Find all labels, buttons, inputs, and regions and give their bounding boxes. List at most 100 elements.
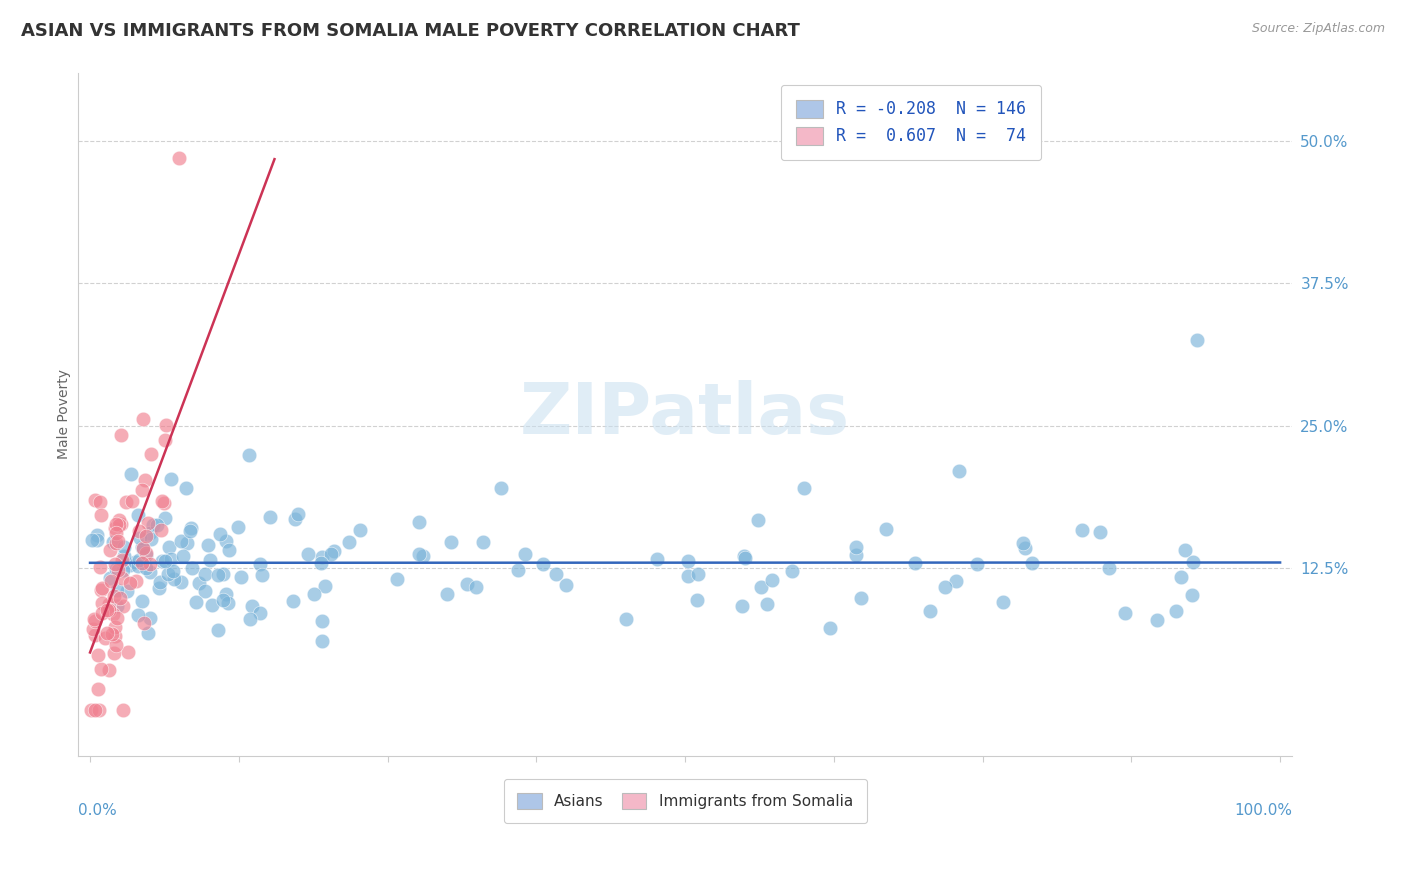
Point — [97, 603, 120, 617]
Point — [186, 595, 208, 609]
Point — [174, 481, 197, 495]
Point — [101, 535, 124, 549]
Point — [1146, 613, 1168, 627]
Point — [149, 575, 172, 590]
Point — [157, 567, 180, 582]
Point — [105, 516, 128, 531]
Point — [96, 603, 118, 617]
Point — [645, 551, 668, 566]
Point — [945, 574, 967, 588]
Point — [157, 541, 180, 555]
Point — [194, 584, 217, 599]
Point — [231, 570, 253, 584]
Point — [86, 528, 108, 542]
Point — [82, 622, 104, 636]
Point — [311, 549, 333, 564]
Point — [180, 521, 202, 535]
Point — [153, 433, 176, 447]
Point — [98, 603, 121, 617]
Point — [170, 574, 193, 589]
Point — [132, 411, 155, 425]
Point — [531, 557, 554, 571]
Point — [120, 467, 142, 481]
Point — [311, 633, 333, 648]
Point — [197, 538, 219, 552]
Point — [89, 560, 111, 574]
Point — [117, 645, 139, 659]
Point — [240, 599, 263, 614]
Point — [100, 627, 122, 641]
Point — [851, 591, 873, 605]
Point — [1182, 555, 1205, 569]
Point — [91, 606, 114, 620]
Point — [489, 481, 512, 495]
Point — [111, 571, 134, 585]
Point — [337, 534, 360, 549]
Point — [281, 594, 304, 608]
Point — [104, 536, 127, 550]
Point — [135, 547, 157, 561]
Point — [544, 566, 567, 581]
Point — [1021, 556, 1043, 570]
Point — [163, 572, 186, 586]
Point — [780, 564, 803, 578]
Point — [120, 558, 142, 572]
Point — [111, 563, 134, 577]
Point — [98, 570, 121, 584]
Point — [153, 511, 176, 525]
Point — [103, 646, 125, 660]
Point — [793, 481, 815, 495]
Point — [934, 580, 956, 594]
Point — [212, 593, 235, 607]
Point — [135, 549, 157, 563]
Point — [903, 556, 925, 570]
Point — [749, 580, 772, 594]
Point — [207, 623, 229, 637]
Point — [150, 523, 173, 537]
Point — [131, 483, 153, 497]
Point — [138, 525, 160, 540]
Legend: Asians, Immigrants from Somalia: Asians, Immigrants from Somalia — [503, 779, 866, 823]
Point — [761, 574, 783, 588]
Point — [686, 592, 709, 607]
Point — [747, 513, 769, 527]
Point — [150, 553, 173, 567]
Point — [1164, 604, 1187, 618]
Point — [160, 472, 183, 486]
Point — [110, 427, 132, 442]
Point — [83, 612, 105, 626]
Point — [115, 583, 138, 598]
Point — [465, 581, 488, 595]
Point — [131, 556, 153, 570]
Point — [84, 703, 107, 717]
Point — [688, 566, 710, 581]
Point — [100, 574, 122, 588]
Point — [139, 557, 162, 571]
Point — [226, 520, 249, 534]
Point — [97, 597, 120, 611]
Point — [181, 561, 204, 575]
Point — [259, 510, 281, 524]
Point — [90, 582, 112, 597]
Point — [408, 547, 430, 561]
Point — [98, 663, 121, 677]
Point — [198, 552, 221, 566]
Point — [80, 703, 103, 717]
Point — [98, 543, 121, 558]
Point — [84, 492, 107, 507]
Point — [1098, 560, 1121, 574]
Point — [287, 507, 309, 521]
Point — [105, 582, 128, 597]
Point — [1088, 524, 1111, 539]
Point — [120, 575, 142, 590]
Point — [148, 581, 170, 595]
Point — [112, 703, 135, 717]
Point — [142, 517, 165, 532]
Point — [104, 620, 127, 634]
Point — [309, 557, 332, 571]
Point — [107, 534, 129, 549]
Point — [1014, 541, 1036, 555]
Point — [1071, 524, 1094, 538]
Point — [86, 648, 108, 663]
Point — [105, 599, 128, 613]
